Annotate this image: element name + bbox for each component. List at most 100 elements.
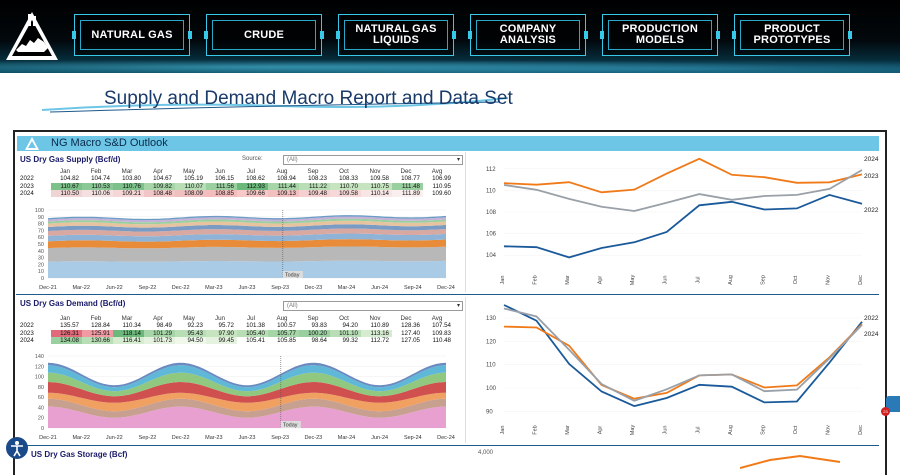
- x-tick-label: Dec-24: [437, 285, 455, 291]
- y-tick-label: 100: [35, 375, 44, 381]
- table-cell: 112.93: [237, 182, 268, 190]
- nav-ngl-button[interactable]: NATURAL GAS LIQUIDS: [336, 14, 456, 56]
- y-tick-label: 0: [41, 276, 44, 282]
- nav-product-prototypes-button[interactable]: PRODUCT PROTOTYPES: [732, 14, 852, 56]
- table-header-cell: Dec: [400, 168, 412, 175]
- row-year: 2024: [20, 336, 34, 344]
- section-title: NG Macro S&D Outlook: [51, 137, 168, 149]
- x-tick-label: Dec-21: [39, 435, 57, 441]
- table-cell: 116.41: [113, 336, 144, 345]
- demand-line-chart: 90 100 110 120 130 Jan Feb Mar Apr May Jun Jul Aug Se…: [486, 304, 879, 435]
- table-header-cell: Oct: [339, 168, 349, 175]
- table-cell: 110.95: [432, 182, 451, 190]
- x-tick-label: Mar-24: [338, 285, 355, 291]
- series-line: [503, 323, 863, 400]
- company-logo-icon[interactable]: [4, 10, 60, 62]
- table-cell: 128.36: [401, 322, 420, 330]
- chat-widget-icon[interactable]: [886, 396, 900, 412]
- row-year: 2024: [20, 189, 34, 197]
- series-line: [503, 157, 863, 194]
- x-tick-label: Apr: [598, 426, 604, 435]
- table-cell: 127.40: [401, 329, 420, 337]
- nav-natural-gas-button[interactable]: NATURAL GAS: [72, 14, 192, 56]
- x-tick-label: Jun-22: [106, 435, 123, 441]
- y-tick-label: 60: [38, 395, 44, 401]
- table-header-cell: Mar: [121, 168, 133, 175]
- table-cell: 109.58: [330, 189, 361, 198]
- area-band: [48, 406, 446, 428]
- area-band: [48, 260, 446, 278]
- row-year: 2022: [20, 175, 34, 183]
- x-tick-label: Sep-23: [271, 285, 289, 291]
- table-corner: [20, 315, 51, 322]
- y-tick-label: 112: [486, 167, 496, 173]
- section-divider: [16, 294, 879, 295]
- table-cell: 110.50: [51, 189, 82, 198]
- y-tick-label: 50: [38, 242, 44, 248]
- table-cell: 127.05: [401, 336, 420, 344]
- table-row: 2023 126.31 125.91 118.14 101.29 95.43 97.90 10…: [20, 329, 454, 337]
- table-header-cell: Jan: [60, 315, 70, 322]
- table-cell: 105.19: [184, 175, 203, 183]
- x-tick-label: Dec-24: [437, 435, 455, 441]
- table-cell: 110.70: [330, 182, 361, 190]
- table-cell: 110.67: [51, 182, 82, 190]
- x-tick-label: Apr: [598, 276, 604, 285]
- table-cell: 98.64: [311, 336, 327, 344]
- table-cell: 95.43: [175, 329, 206, 337]
- table-header-cell: Nov: [369, 315, 381, 322]
- y-tick-label: 80: [38, 385, 44, 391]
- y-tick-label: 10: [38, 269, 44, 275]
- area-band: [48, 215, 446, 221]
- today-label-bg: [282, 271, 303, 278]
- y-tick-label: 100: [486, 386, 497, 392]
- table-cell: 104.74: [91, 175, 110, 183]
- supply-source-select[interactable]: (All) ▾: [283, 155, 463, 165]
- y-tick-label: 106: [486, 232, 497, 238]
- table-cell: 93.83: [311, 322, 327, 330]
- supply-source-label: Source:: [242, 156, 263, 162]
- nav-label: NATURAL GAS LIQUIDS: [355, 23, 437, 46]
- table-row: 2024 134.08 130.66 116.41 101.73 94.50 99.45 10…: [20, 336, 454, 345]
- banner-glow: [0, 58, 900, 73]
- table-cell: 110.48: [432, 336, 451, 344]
- x-tick-label: Oct: [793, 425, 799, 434]
- table-cell: 108.85: [206, 189, 237, 198]
- table-cell: 97.90: [206, 329, 237, 337]
- table-cell: 110.34: [122, 322, 141, 330]
- x-tick-label: Sep-22: [139, 285, 157, 291]
- table-header-cell: Mar: [121, 315, 133, 322]
- x-tick-label: Sep-24: [404, 285, 422, 291]
- x-tick-label: Mar-22: [72, 435, 89, 441]
- y-tick-label: 20: [38, 416, 44, 422]
- table-header-cell: Jun: [215, 315, 225, 322]
- table-cell: 99.32: [342, 336, 358, 344]
- table-header-cell: Apr: [153, 315, 163, 322]
- table-row: 2022 104.82 104.74 103.80 104.67 105.19 106.15…: [20, 175, 454, 182]
- table-cell: 108.94: [277, 175, 296, 183]
- y-tick-label: 108: [486, 210, 497, 216]
- nav-company-analysis-button[interactable]: COMPANY ANALYSIS: [468, 14, 588, 56]
- table-cell: 98.49: [156, 322, 172, 330]
- x-tick-label: Aug: [728, 275, 734, 285]
- table-header-cell: Oct: [339, 315, 349, 322]
- table-cell: 108.09: [175, 189, 206, 198]
- table-cell: 104.67: [153, 175, 172, 183]
- table-header-cell: Dec: [400, 315, 412, 322]
- y-tick-label: 40: [38, 405, 44, 411]
- table-cell: 126.31: [51, 329, 82, 337]
- table-cell: 111.89: [392, 189, 423, 198]
- accessibility-icon[interactable]: [6, 437, 28, 459]
- notification-badge: 23: [881, 407, 890, 416]
- nav-production-models-button[interactable]: PRODUCTION MODELS: [600, 14, 720, 56]
- select-value: (All): [287, 157, 298, 163]
- series-label: 2024: [864, 156, 879, 163]
- nav-crude-button[interactable]: CRUDE: [204, 14, 324, 56]
- area-band: [48, 216, 446, 223]
- table-cell: 125.91: [82, 329, 113, 337]
- demand-source-select[interactable]: (All) ▾: [283, 301, 463, 311]
- table-cell: 108.23: [308, 175, 327, 183]
- supply-table: Jan Feb Mar Apr May Jun Jul Aug Sep Oct Nov Dec Avg 2…: [20, 168, 454, 198]
- area-band: [48, 233, 446, 242]
- table-row: 2023 110.67 110.53 110.76 109.82 110.07 111.56…: [20, 182, 454, 190]
